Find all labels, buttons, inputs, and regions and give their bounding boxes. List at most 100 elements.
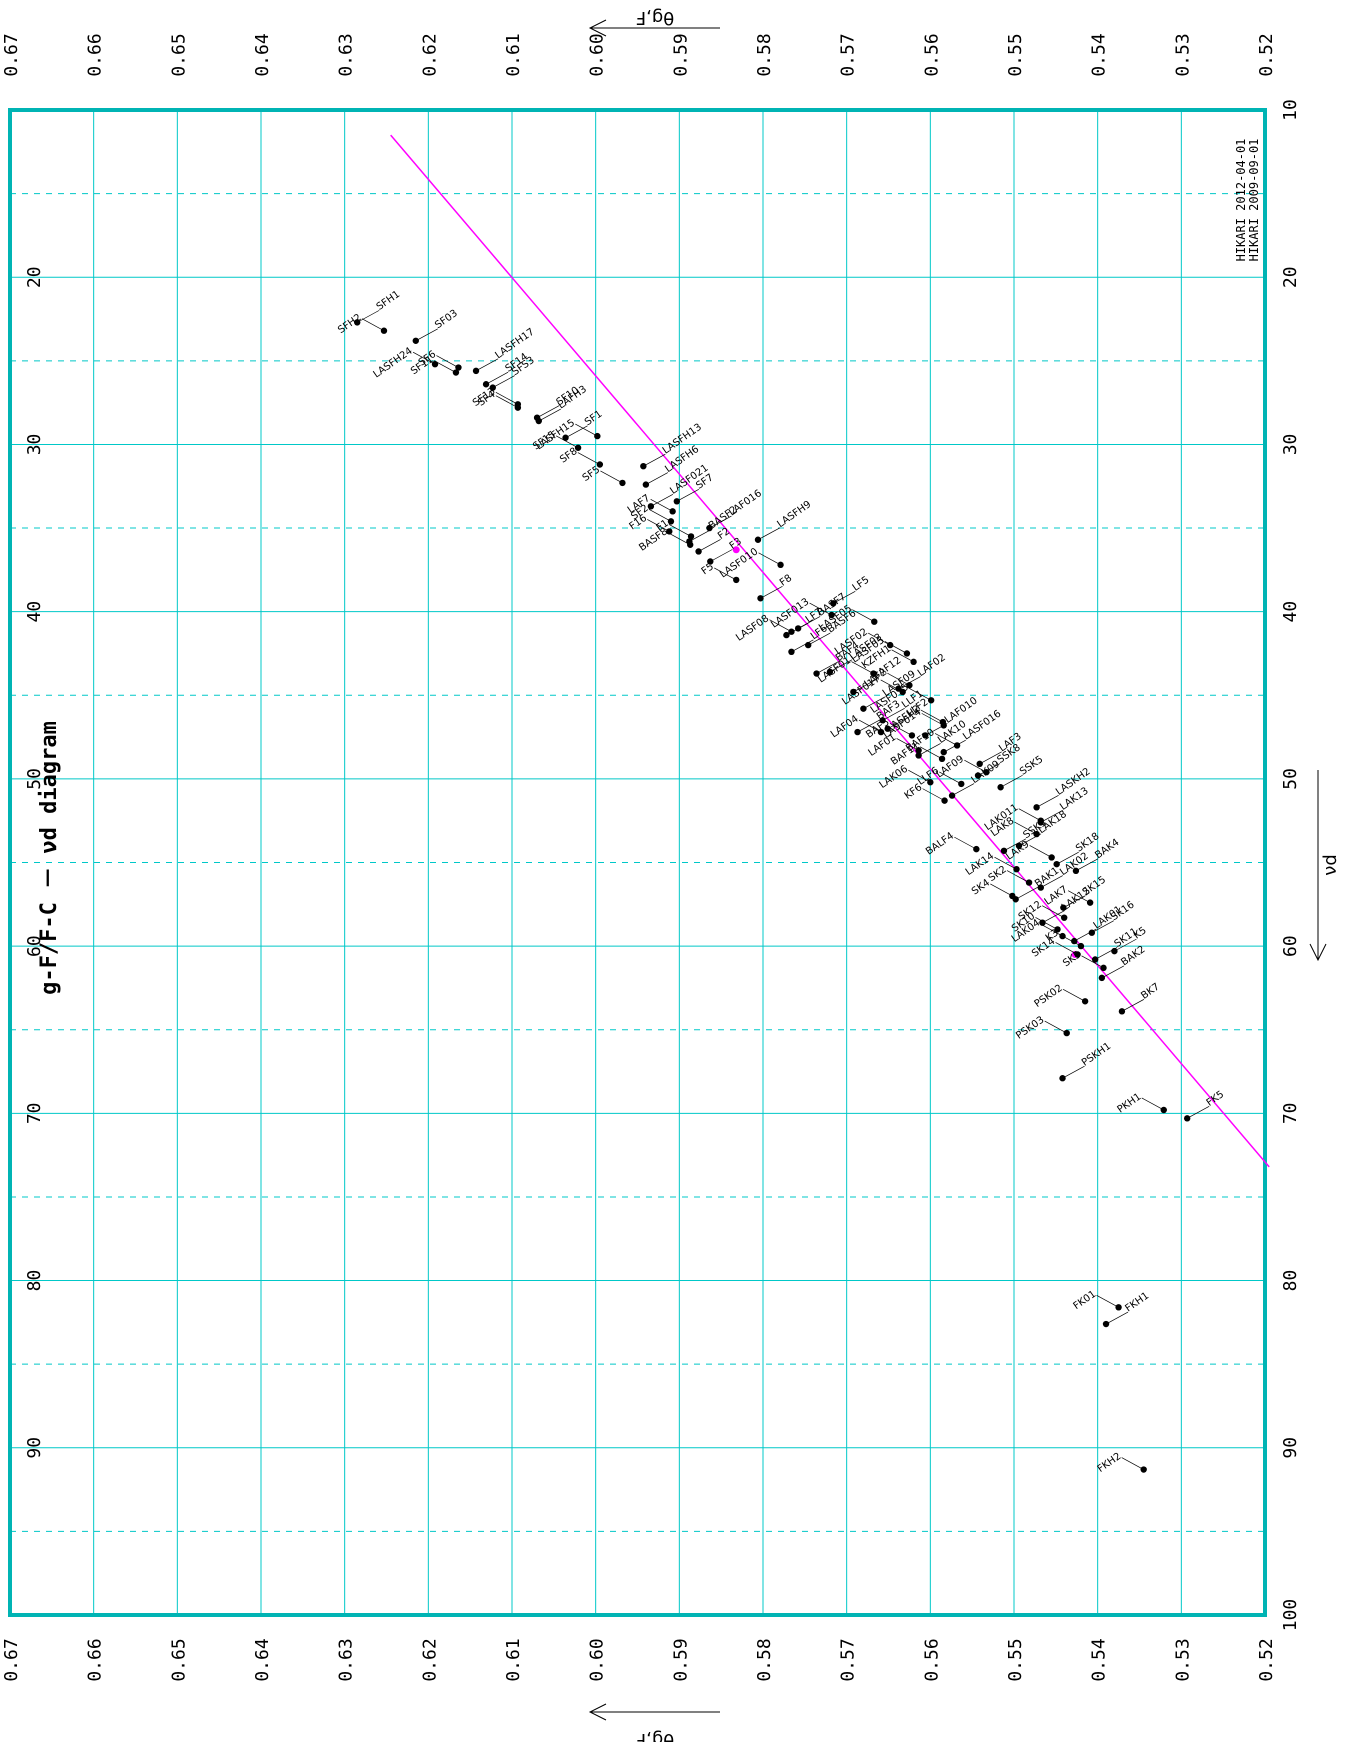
leader-line bbox=[495, 395, 519, 408]
leader-line bbox=[1062, 1065, 1085, 1079]
leader-line bbox=[536, 405, 560, 418]
tick-label-vd-right: 50 bbox=[1280, 768, 1301, 790]
data-point bbox=[482, 381, 490, 388]
leader-line bbox=[758, 552, 781, 566]
chart-title: g-F/F-C － νd diagram bbox=[37, 721, 62, 995]
tick-label-theta-bottom: 0.57 bbox=[838, 1638, 859, 1681]
tick-label-theta-top: 0.65 bbox=[168, 33, 189, 76]
data-point bbox=[1100, 964, 1107, 972]
tick-label-theta-top: 0.60 bbox=[587, 33, 608, 76]
tick-label-theta-top: 0.61 bbox=[503, 33, 524, 76]
leader-line bbox=[433, 360, 457, 373]
leader-line bbox=[436, 355, 459, 368]
leader-line bbox=[887, 672, 910, 686]
data-point bbox=[1183, 1115, 1191, 1122]
leader-line bbox=[884, 641, 908, 654]
leader-line bbox=[650, 494, 674, 507]
leader-line bbox=[1081, 955, 1104, 969]
tick-label-theta-top: 0.63 bbox=[336, 33, 357, 76]
leader-line bbox=[851, 661, 874, 674]
leader-line bbox=[475, 358, 499, 372]
leader-line bbox=[1121, 999, 1145, 1012]
leader-line bbox=[645, 472, 669, 485]
leader-line bbox=[1062, 988, 1086, 1002]
tick-label-theta-top: 0.55 bbox=[1005, 33, 1026, 76]
data-point bbox=[1160, 1106, 1167, 1114]
leader-line bbox=[698, 539, 721, 552]
leader-line bbox=[643, 453, 666, 467]
data-point bbox=[1048, 854, 1055, 861]
tick-label-theta-bottom: 0.60 bbox=[587, 1638, 608, 1681]
leader-line bbox=[1042, 910, 1065, 924]
leader-line bbox=[786, 622, 809, 636]
leader-line bbox=[710, 549, 733, 562]
leader-line bbox=[1114, 938, 1137, 952]
leader-line bbox=[934, 733, 958, 746]
leader-line bbox=[1018, 833, 1042, 847]
tick-label-vd-right: 60 bbox=[1280, 935, 1301, 957]
tick-label-theta-top: 0.53 bbox=[1172, 33, 1193, 76]
leader-line bbox=[1096, 1295, 1119, 1308]
leader-line bbox=[1006, 870, 1030, 883]
tick-label-vd-right: 70 bbox=[1280, 1102, 1301, 1124]
leader-line bbox=[650, 499, 673, 512]
leader-line bbox=[361, 318, 385, 332]
leader-line bbox=[357, 310, 380, 323]
leader-line bbox=[1040, 923, 1063, 937]
leader-line bbox=[951, 783, 975, 796]
leader-line bbox=[1074, 928, 1097, 942]
leader-line bbox=[909, 687, 932, 701]
leader-line bbox=[921, 713, 944, 726]
catalog-line-1: HIKARI 2012-04-01 bbox=[1234, 139, 1248, 262]
tick-label-vd-left: 60 bbox=[24, 935, 45, 957]
tick-label-theta-top: 0.66 bbox=[85, 33, 106, 76]
tick-label-theta-top: 0.57 bbox=[838, 33, 859, 76]
tick-label-theta-bottom: 0.53 bbox=[1172, 1638, 1193, 1681]
leader-line bbox=[1187, 1106, 1210, 1119]
leader-line bbox=[709, 515, 732, 529]
tick-label-vd-right: 100 bbox=[1280, 1599, 1301, 1632]
leader-line bbox=[1015, 886, 1038, 900]
tick-label-vd-right: 20 bbox=[1280, 266, 1301, 288]
leader-line bbox=[668, 524, 692, 537]
tick-label-theta-bottom: 0.54 bbox=[1089, 1638, 1110, 1681]
leader-line bbox=[994, 856, 1017, 870]
leader-line bbox=[1121, 1457, 1144, 1470]
bottom-axis-label: θg,F bbox=[636, 1729, 675, 1742]
leader-line bbox=[880, 679, 903, 693]
leader-line bbox=[689, 529, 712, 542]
leader-line bbox=[829, 659, 853, 673]
leader-line bbox=[1035, 917, 1058, 930]
right-axis-label: νd bbox=[1320, 854, 1341, 875]
leader-line bbox=[896, 738, 919, 751]
tick-label-theta-top: 0.67 bbox=[1, 33, 22, 76]
tick-label-theta-bottom: 0.64 bbox=[252, 1638, 273, 1681]
leader-line bbox=[647, 519, 670, 532]
leader-line bbox=[1000, 774, 1023, 788]
leader-line bbox=[1063, 895, 1086, 908]
leader-line bbox=[882, 708, 905, 721]
data-point bbox=[1115, 1304, 1122, 1311]
tick-label-vd-right: 30 bbox=[1280, 434, 1301, 456]
tick-label-vd-right: 80 bbox=[1280, 1270, 1301, 1292]
leader-line bbox=[1056, 851, 1079, 865]
leader-line bbox=[898, 676, 921, 689]
tick-label-theta-bottom: 0.55 bbox=[1005, 1638, 1026, 1681]
leader-line bbox=[990, 883, 1013, 897]
leader-line bbox=[919, 746, 943, 760]
leader-line bbox=[1042, 905, 1065, 918]
tick-label-theta-bottom: 0.61 bbox=[503, 1638, 524, 1681]
leader-line bbox=[1044, 1020, 1067, 1034]
leader-line bbox=[1055, 942, 1078, 955]
leader-line bbox=[600, 470, 623, 484]
leader-line bbox=[1040, 810, 1063, 823]
top-axis-label: θg,F bbox=[636, 7, 675, 28]
tick-labels: 0.52 0.52 0.53 0.53 0.54 0.54 0.55 0.55 0.56 0.56… bbox=[1, 33, 1301, 1681]
leader-line bbox=[1105, 1311, 1129, 1325]
leader-line bbox=[538, 408, 561, 422]
leader-line bbox=[852, 609, 875, 623]
leader-line bbox=[833, 590, 856, 604]
bottom-axis-name: θg,F bbox=[588, 1703, 720, 1742]
leader-line bbox=[908, 769, 931, 783]
